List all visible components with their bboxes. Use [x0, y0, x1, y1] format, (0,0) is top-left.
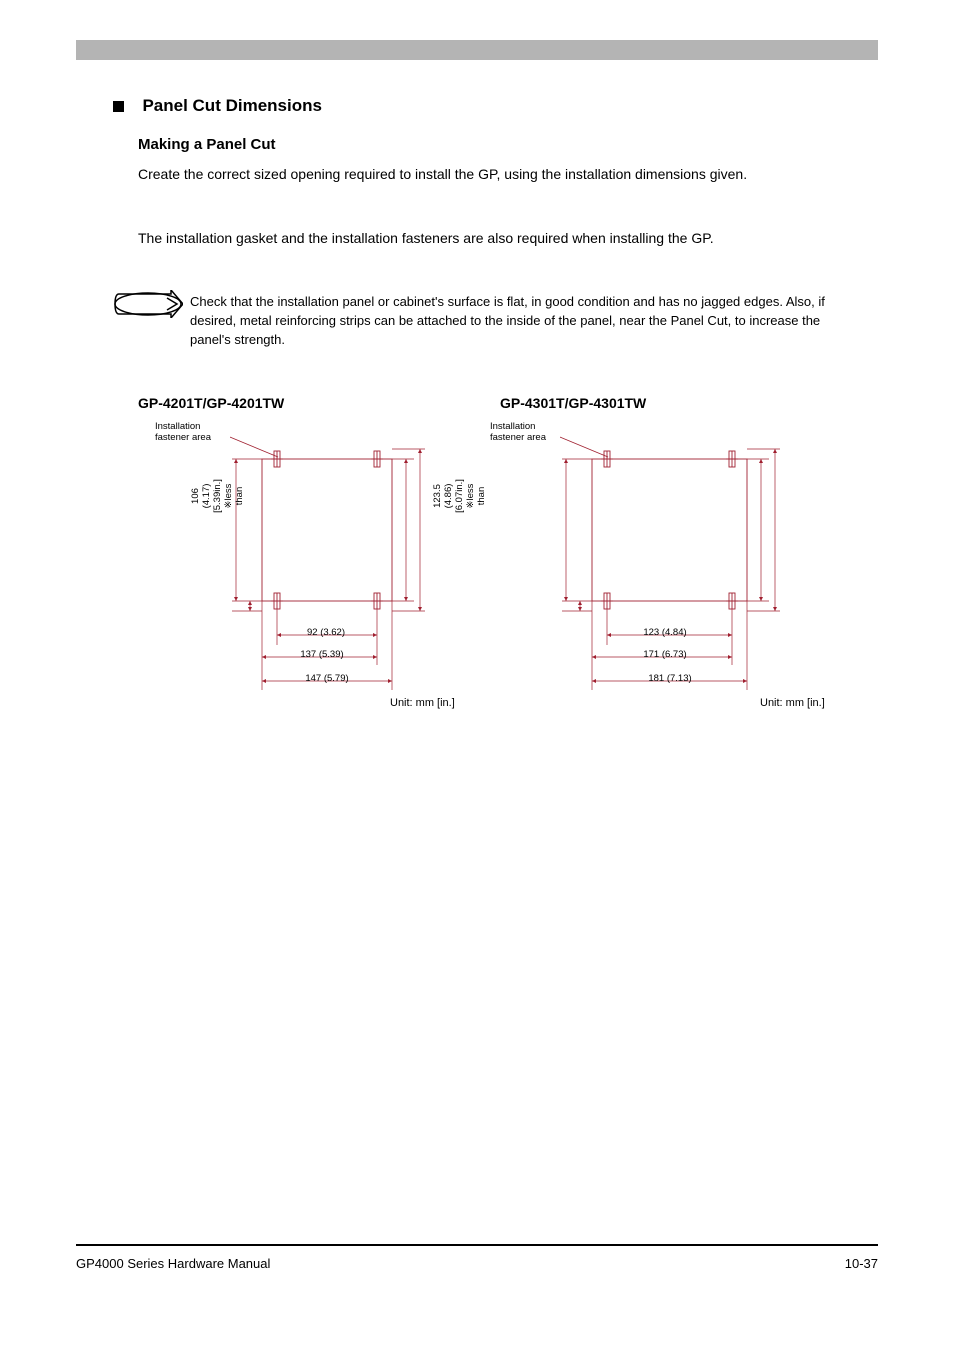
dia2-model: GP-4301T/GP-4301TW [500, 395, 646, 411]
section-rule [76, 40, 878, 60]
heading-row: Panel Cut Dimensions [113, 96, 322, 116]
subheading: Making a Panel Cut [138, 136, 276, 153]
dia1-bracket-label: Installation fastener area [155, 421, 235, 443]
dia2-w-inner: 123 (4.84) [630, 627, 700, 638]
note-arrow-icon [113, 290, 183, 318]
dia1-unit: Unit: mm [in.] [390, 697, 455, 709]
dia2-bracket-label: Installation fastener area [490, 421, 570, 443]
dia2-unit: Unit: mm [in.] [760, 697, 825, 709]
dia1-model: GP-4201T/GP-4201TW [138, 395, 284, 411]
section-heading: Panel Cut Dimensions [142, 96, 321, 115]
footer-page-number: 10-37 [845, 1256, 878, 1271]
square-bullet-icon [113, 101, 124, 112]
dia1-w-inner: 92 (3.62) [296, 627, 356, 638]
dia1-h-mid: 106 (4.17) [5.39in.] ※less than [190, 477, 245, 515]
dia1-h-outer: 123.5 (4.86) [6.07in.] ※less than [432, 477, 487, 515]
note-text: Check that the installation panel or cab… [190, 293, 850, 350]
paragraph-1: Create the correct sized opening require… [138, 164, 838, 184]
dia1-w-mid: 137 (5.39) [282, 649, 362, 660]
paragraph-2: The installation gasket and the installa… [138, 228, 838, 248]
footer-doc-title: GP4000 Series Hardware Manual [76, 1256, 270, 1271]
dia2-w-mid: 171 (6.73) [620, 649, 710, 660]
dia2-w-outer: 181 (7.13) [620, 673, 720, 684]
footer-rule [76, 1244, 878, 1246]
dia1-w-outer: 147 (5.79) [282, 673, 372, 684]
